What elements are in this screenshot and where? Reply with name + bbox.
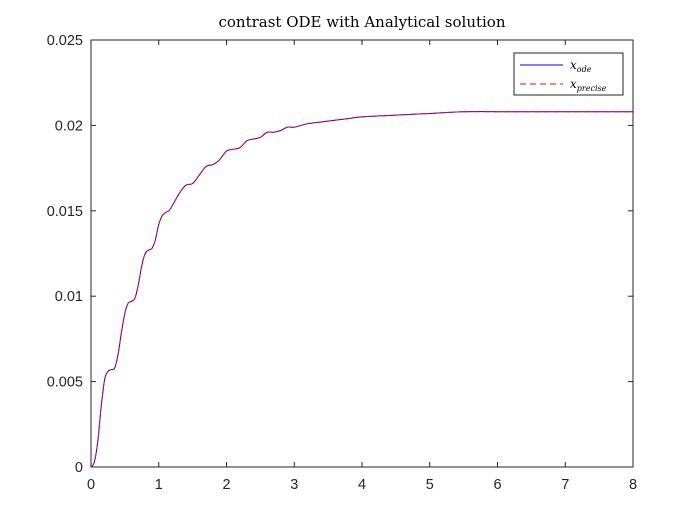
legend-box — [513, 52, 624, 96]
legend-label-base: x — [570, 58, 577, 72]
x-tick-label: 7 — [561, 477, 569, 493]
y-tick-label: 0.01 — [55, 289, 83, 305]
legend-label-x-ode: xode — [570, 58, 592, 74]
x-tick-label: 5 — [426, 477, 434, 493]
x-tick-label: 0 — [87, 477, 95, 493]
axis-ticks: 0 1 2 3 4 5 6 7 8 0 0.005 0.01 0.015 0.02 0.025 — [47, 33, 637, 493]
x-tick-label: 1 — [155, 477, 163, 493]
y-tick-label: 0.025 — [47, 33, 83, 49]
x-tick-label: 8 — [629, 477, 637, 493]
y-tick-label: 0.02 — [55, 118, 83, 134]
x-tick-label: 4 — [358, 477, 366, 493]
legend-label-base: x — [570, 77, 577, 91]
y-tick-label: 0.015 — [47, 204, 83, 220]
legend-label-subscript: ode — [577, 65, 592, 74]
y-tick-label: 0 — [75, 460, 83, 476]
x-tick-label: 3 — [290, 477, 298, 493]
series-layer — [90, 111, 633, 468]
chart-title: contrast ODE with Analytical solution — [218, 13, 505, 31]
x-tick-label: 2 — [222, 477, 230, 493]
legend-label-subscript: precise — [577, 84, 607, 93]
axes-box — [90, 39, 634, 468]
x-tick-label: 6 — [493, 477, 501, 493]
legend-label-x-precise: xprecise — [570, 77, 607, 93]
y-tick-label: 0.005 — [47, 375, 83, 391]
series-line-x-precise — [90, 111, 633, 468]
